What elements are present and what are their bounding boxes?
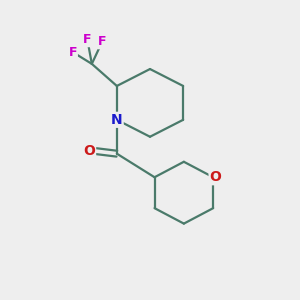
Text: O: O (210, 170, 221, 184)
Text: F: F (68, 46, 77, 59)
Text: F: F (98, 35, 106, 48)
Text: N: N (111, 113, 123, 127)
Text: F: F (83, 33, 92, 46)
Text: O: O (83, 144, 95, 158)
